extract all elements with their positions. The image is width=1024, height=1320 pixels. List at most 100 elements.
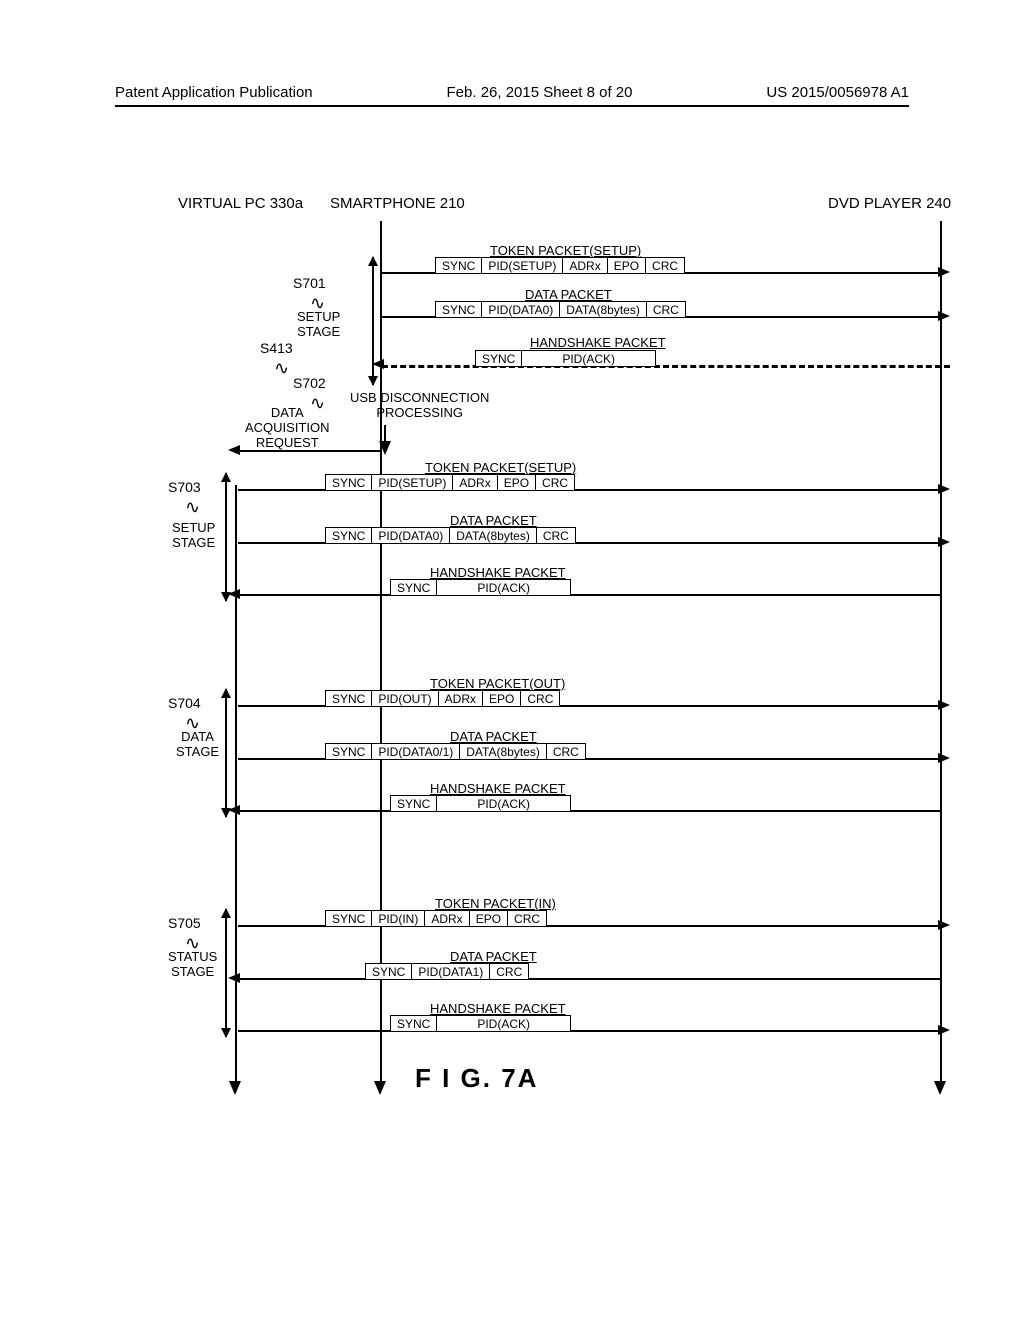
packet-token-in: SYNC PID(IN) ADRx EPO CRC	[325, 910, 547, 927]
cell-sync: SYNC	[390, 579, 437, 596]
title-token-setup-1: TOKEN PACKET(SETUP)	[490, 243, 641, 258]
arrowhead-icon	[938, 753, 950, 763]
cell-sync: SYNC	[365, 963, 412, 980]
cell-pid: PID(OUT)	[371, 690, 438, 707]
cell-sync: SYNC	[475, 350, 522, 367]
arrowhead-icon	[938, 920, 950, 930]
cell-data: DATA(8bytes)	[449, 527, 537, 544]
packet-data-2: SYNC PID(DATA0) DATA(8bytes) CRC	[325, 527, 576, 544]
title-data-2: DATA PACKET	[450, 513, 537, 528]
step-s703: S703	[168, 479, 201, 495]
figure-caption: F I G. 7A	[415, 1063, 538, 1094]
packet-data-4: SYNC PID(DATA1) CRC	[365, 963, 529, 980]
lifeline-vpc	[235, 485, 237, 1085]
step-s701: S701	[293, 275, 326, 291]
hook-icon: ∿	[185, 497, 200, 518]
cell-adrx: ADRx	[424, 910, 469, 927]
cell-sync: SYNC	[390, 795, 437, 812]
stage-setup2: SETUP STAGE	[172, 520, 215, 550]
title-handshake-3: HANDSHAKE PACKET	[430, 781, 566, 796]
stage-status: STATUS STAGE	[168, 949, 217, 979]
cell-crc: CRC	[546, 743, 586, 760]
cell-epo: EPO	[497, 474, 536, 491]
cell-pid: PID(DATA0)	[371, 527, 450, 544]
cell-epo: EPO	[469, 910, 508, 927]
header-right: US 2015/0056978 A1	[766, 84, 909, 101]
packet-token-setup-1: SYNC PID(SETUP) ADRx EPO CRC	[435, 257, 685, 274]
lifeline-dvd	[940, 221, 942, 1083]
title-handshake-4: HANDSHAKE PACKET	[430, 1001, 566, 1016]
actor-phone: SMARTPHONE 210	[330, 195, 465, 212]
cell-pid: PID(SETUP)	[371, 474, 453, 491]
arrowhead-icon	[228, 589, 240, 599]
cell-adrx: ADRx	[562, 257, 607, 274]
packet-handshake-4: SYNC PID(ACK)	[390, 1015, 571, 1032]
cont-arrow-icon	[229, 1081, 241, 1095]
cell-sync: SYNC	[435, 257, 482, 274]
title-token-setup-2: TOKEN PACKET(SETUP)	[425, 460, 576, 475]
cell-crc: CRC	[520, 690, 560, 707]
cell-adrx: ADRx	[452, 474, 497, 491]
cell-crc: CRC	[536, 527, 576, 544]
cell-pid: PID(ACK)	[436, 579, 571, 596]
cell-crc: CRC	[646, 301, 686, 318]
actor-vpc: VIRTUAL PC 330a	[178, 195, 303, 212]
bracket-s703	[225, 473, 227, 601]
arrowhead-icon	[938, 537, 950, 547]
cell-pid: PID(ACK)	[521, 350, 656, 367]
arrow-handshake3	[238, 810, 940, 812]
cell-crc: CRC	[645, 257, 685, 274]
title-handshake-2: HANDSHAKE PACKET	[430, 565, 566, 580]
packet-data-3: SYNC PID(DATA0/1) DATA(8bytes) CRC	[325, 743, 586, 760]
arrow-handshake2	[238, 594, 940, 596]
title-data-4: DATA PACKET	[450, 949, 537, 964]
page-header: Patent Application Publication Feb. 26, …	[115, 84, 909, 107]
title-data-3: DATA PACKET	[450, 729, 537, 744]
cell-data: DATA(8bytes)	[459, 743, 547, 760]
packet-data-1: SYNC PID(DATA0) DATA(8bytes) CRC	[435, 301, 686, 318]
annot-usb-disc: USB DISCONNECTION PROCESSING	[350, 390, 489, 420]
step-s702: S702	[293, 375, 326, 391]
step-s704: S704	[168, 695, 201, 711]
title-handshake-1: HANDSHAKE PACKET	[530, 335, 666, 350]
sequence-diagram: VIRTUAL PC 330a SMARTPHONE 210 DVD PLAYE…	[160, 195, 950, 1095]
header-center: Feb. 26, 2015 Sheet 8 of 20	[447, 84, 633, 101]
cell-crc: CRC	[507, 910, 547, 927]
cont-arrow-icon	[374, 1081, 386, 1095]
packet-handshake-1: SYNC PID(ACK)	[475, 350, 656, 367]
stage-data: DATA STAGE	[176, 729, 219, 759]
lifeline-phone	[380, 221, 382, 1083]
arrowhead-down-icon	[379, 441, 391, 455]
cont-arrow-icon	[934, 1081, 946, 1095]
stage-daq: DATA ACQUISITION REQUEST	[245, 405, 330, 450]
cell-epo: EPO	[607, 257, 646, 274]
arrowhead-icon	[938, 267, 950, 277]
title-data-1: DATA PACKET	[525, 287, 612, 302]
cell-pid: PID(DATA1)	[411, 963, 490, 980]
cell-adrx: ADRx	[438, 690, 483, 707]
cell-pid: PID(ACK)	[436, 795, 571, 812]
packet-token-out: SYNC PID(OUT) ADRx EPO CRC	[325, 690, 560, 707]
arrowhead-icon	[372, 359, 384, 369]
cell-sync: SYNC	[435, 301, 482, 318]
arrowhead-icon	[228, 805, 240, 815]
title-token-out: TOKEN PACKET(OUT)	[430, 676, 565, 691]
arrowhead-icon	[938, 700, 950, 710]
cell-pid: PID(DATA0)	[481, 301, 560, 318]
cell-sync: SYNC	[325, 474, 372, 491]
arrow-daq	[238, 450, 380, 452]
cell-sync: SYNC	[325, 743, 372, 760]
packet-handshake-3: SYNC PID(ACK)	[390, 795, 571, 812]
bracket-s704	[225, 689, 227, 817]
arrowhead-icon	[938, 484, 950, 494]
arrowhead-icon	[228, 445, 240, 455]
cell-sync: SYNC	[325, 527, 372, 544]
cell-pid: PID(SETUP)	[481, 257, 563, 274]
cell-sync: SYNC	[325, 910, 372, 927]
step-s705: S705	[168, 915, 201, 931]
arrowhead-icon	[938, 1025, 950, 1035]
header-left: Patent Application Publication	[115, 84, 313, 101]
arrowhead-icon	[938, 311, 950, 321]
packet-token-setup-2: SYNC PID(SETUP) ADRx EPO CRC	[325, 474, 575, 491]
cell-pid: PID(IN)	[371, 910, 425, 927]
